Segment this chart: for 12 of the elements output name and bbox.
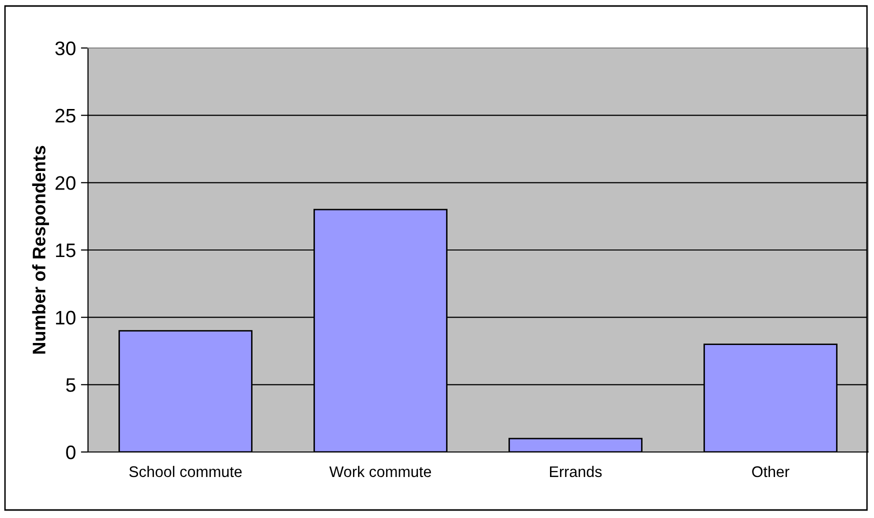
y-tick-label: 25 [56,108,76,123]
y-axis-title: Number of Respondents [32,146,50,354]
y-tick-label: 20 [56,176,76,190]
x-tick-label: Work commute [329,466,432,478]
y-tick-label: 0 [66,445,76,460]
y-tick-label: 5 [66,378,76,392]
x-tick-label: School commute [129,466,242,478]
y-tick-label: 15 [56,244,76,258]
y-tick-label: 10 [56,310,76,325]
x-tick-label: Errands [550,466,602,478]
x-tick-label: Other [752,466,790,478]
y-tick-label: 30 [55,41,76,56]
